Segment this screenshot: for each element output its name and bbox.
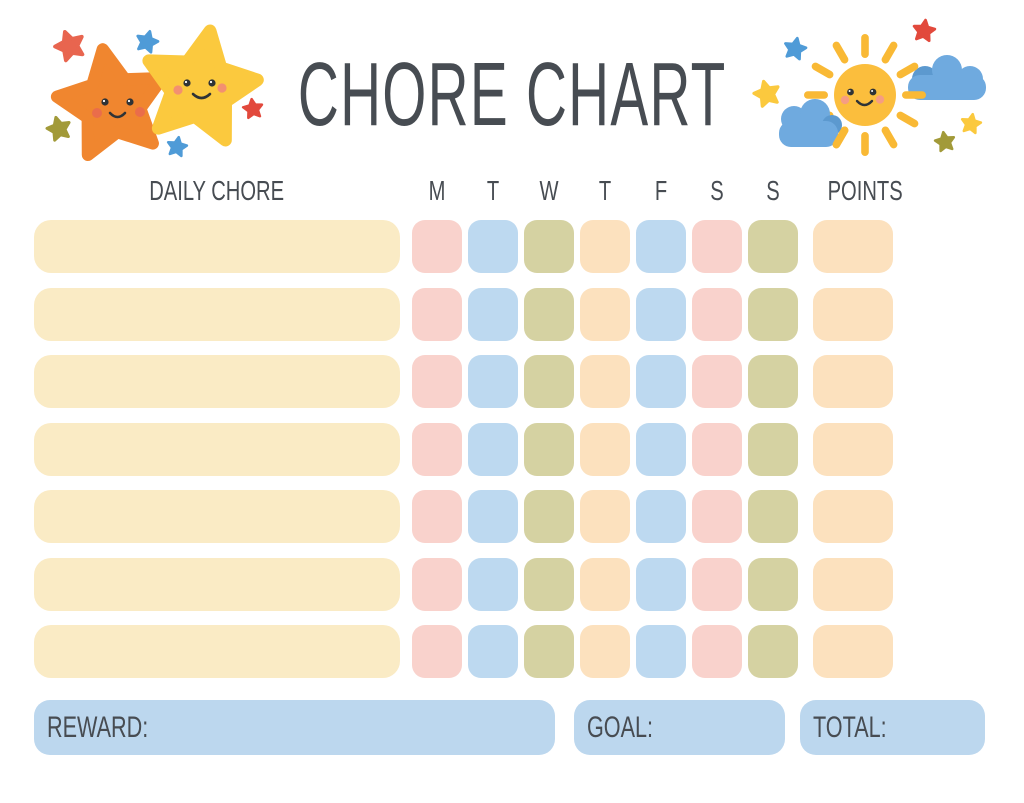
day-cell-S-row7[interactable] [692,625,742,678]
day-cell-M-row5[interactable] [412,490,462,543]
points-cell[interactable] [813,490,893,543]
day-header-3: W [539,175,559,206]
day-header-4: T [598,175,612,206]
day-header-6: S [710,175,724,206]
points-cell[interactable] [813,422,893,476]
sun-clouds-decoration-icon [750,15,1000,170]
chore-grid [34,220,893,693]
day-cell-S-row6[interactable] [748,557,798,611]
day-cell-W-row1[interactable] [524,220,574,273]
points-cell[interactable] [813,355,893,408]
day-cell-F-row7[interactable] [636,625,686,678]
day-cell-T-row4[interactable] [580,422,630,476]
day-cell-S-row5[interactable] [692,490,742,543]
goal-field[interactable]: GOAL: [574,700,785,755]
page-title: CHORE CHART [0,50,1024,140]
cloud-left [779,99,842,147]
points-cell[interactable] [813,625,893,678]
day-cell-S-row1[interactable] [692,220,742,273]
day-cell-W-row5[interactable] [524,490,574,543]
day-cell-S-row2[interactable] [692,287,742,341]
chore-row-2 [34,287,893,341]
goal-label: GOAL: [587,710,654,744]
chore-name-cell[interactable] [34,287,400,341]
day-cell-S-row6[interactable] [692,557,742,611]
chore-name-cell[interactable] [34,220,400,273]
day-cell-M-row4[interactable] [412,422,462,476]
day-cell-W-row7[interactable] [524,625,574,678]
day-cell-S-row1[interactable] [748,220,798,273]
day-cell-S-row3[interactable] [748,355,798,408]
day-cell-F-row6[interactable] [636,557,686,611]
day-cell-F-row3[interactable] [636,355,686,408]
total-label: TOTAL: [813,710,887,744]
day-header-5: F [654,175,668,206]
reward-label: REWARD: [47,710,149,744]
day-cell-W-row6[interactable] [524,557,574,611]
day-cell-T-row7[interactable] [468,625,518,678]
day-cell-S-row7[interactable] [748,625,798,678]
day-header-2: T [486,175,500,206]
day-header-1: M [428,175,446,206]
day-cell-T-row2[interactable] [468,287,518,341]
day-cell-M-row2[interactable] [412,287,462,341]
day-cell-T-row7[interactable] [580,625,630,678]
day-cell-S-row4[interactable] [692,422,742,476]
day-cell-T-row1[interactable] [468,220,518,273]
table-header: DAILY CHORE M T W T F S S POINTS [34,175,903,207]
chore-name-cell[interactable] [34,625,400,678]
reward-field[interactable]: REWARD: [34,700,555,755]
day-cell-S-row3[interactable] [692,355,742,408]
chore-row-4 [34,422,893,476]
points-cell[interactable] [813,220,893,273]
cloud-right [908,55,986,100]
day-cell-T-row5[interactable] [580,490,630,543]
day-cell-F-row1[interactable] [636,220,686,273]
day-cell-T-row3[interactable] [580,355,630,408]
chore-row-5 [34,490,893,543]
day-cell-F-row5[interactable] [636,490,686,543]
day-cell-T-row6[interactable] [468,557,518,611]
day-cell-W-row4[interactable] [524,422,574,476]
day-cell-S-row2[interactable] [748,287,798,341]
chore-row-1 [34,220,893,273]
sun-face [840,88,885,107]
day-cell-M-row3[interactable] [412,355,462,408]
day-cell-W-row3[interactable] [524,355,574,408]
day-cell-M-row7[interactable] [412,625,462,678]
daily-chore-header-text: DAILY CHORE [149,175,285,206]
day-cell-T-row1[interactable] [580,220,630,273]
daily-chore-header: DAILY CHORE [34,175,400,207]
day-cell-S-row5[interactable] [748,490,798,543]
chore-name-cell[interactable] [34,490,400,543]
chore-row-7 [34,625,893,678]
day-cell-S-row4[interactable] [748,422,798,476]
points-header-text: POINTS [827,175,903,206]
day-cell-F-row4[interactable] [636,422,686,476]
stars-decoration-icon [35,18,265,168]
chore-name-cell[interactable] [34,355,400,408]
page-title-text: CHORE CHART [297,45,727,145]
day-cell-F-row2[interactable] [636,287,686,341]
day-cell-T-row6[interactable] [580,557,630,611]
chore-row-3 [34,355,893,408]
day-cell-T-row4[interactable] [468,422,518,476]
chore-name-cell[interactable] [34,422,400,476]
chore-row-6 [34,557,893,611]
total-field[interactable]: TOTAL: [800,700,985,755]
day-cell-M-row6[interactable] [412,557,462,611]
day-cell-T-row3[interactable] [468,355,518,408]
day-cell-W-row2[interactable] [524,287,574,341]
chore-name-cell[interactable] [34,557,400,611]
day-cell-T-row2[interactable] [580,287,630,341]
points-cell[interactable] [813,557,893,611]
day-cell-T-row5[interactable] [468,490,518,543]
points-cell[interactable] [813,287,893,341]
day-header-7: S [766,175,780,206]
footer: REWARD: GOAL: TOTAL: [34,700,985,755]
day-cell-M-row1[interactable] [412,220,462,273]
points-header: POINTS [813,175,903,207]
